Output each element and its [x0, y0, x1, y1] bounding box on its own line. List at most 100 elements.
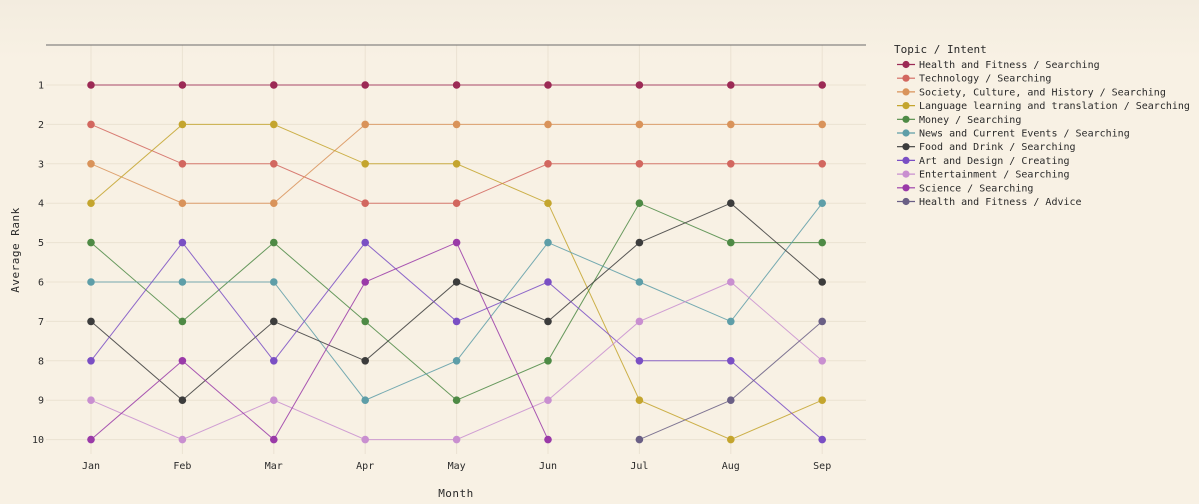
data-point[interactable] [635, 160, 644, 168]
data-point[interactable] [818, 160, 826, 168]
data-point[interactable] [178, 81, 187, 89]
data-point[interactable] [361, 81, 370, 89]
legend-item[interactable]: Health and Fitness / Searching [897, 60, 1100, 71]
data-point[interactable] [361, 160, 370, 168]
data-point[interactable] [818, 435, 826, 444]
data-point[interactable] [635, 396, 644, 405]
data-point[interactable] [270, 160, 278, 168]
data-point[interactable] [178, 278, 187, 286]
data-point[interactable] [727, 317, 735, 326]
data-point[interactable] [727, 81, 735, 89]
data-point[interactable] [544, 435, 552, 444]
data-point[interactable] [544, 317, 552, 326]
data-point[interactable] [361, 120, 370, 129]
data-point[interactable] [452, 357, 461, 365]
legend-item[interactable]: Society, Culture, and History / Searchin… [897, 87, 1166, 98]
data-point[interactable] [727, 278, 735, 286]
data-point[interactable] [87, 357, 95, 365]
legend-item[interactable]: Science / Searching [897, 183, 1033, 194]
data-point[interactable] [727, 160, 735, 168]
data-point[interactable] [727, 120, 735, 129]
data-point[interactable] [452, 160, 461, 168]
data-point[interactable] [818, 357, 826, 365]
data-point[interactable] [270, 317, 278, 326]
data-point[interactable] [635, 238, 644, 247]
data-point[interactable] [87, 81, 95, 89]
data-point[interactable] [452, 120, 461, 129]
legend-item[interactable]: Food and Drink / Searching [897, 142, 1076, 153]
data-point[interactable] [87, 120, 95, 129]
data-point[interactable] [818, 396, 826, 405]
data-point[interactable] [87, 160, 95, 168]
data-point[interactable] [727, 238, 735, 247]
data-point[interactable] [270, 81, 278, 89]
data-point[interactable] [178, 120, 187, 129]
data-point[interactable] [635, 357, 644, 365]
data-point[interactable] [818, 317, 826, 326]
data-point[interactable] [361, 238, 370, 247]
legend-item[interactable]: Technology / Searching [897, 74, 1051, 85]
data-point[interactable] [544, 278, 552, 286]
data-point[interactable] [727, 435, 735, 444]
data-point[interactable] [544, 199, 552, 207]
data-point[interactable] [452, 317, 461, 326]
data-point[interactable] [87, 396, 95, 405]
data-point[interactable] [270, 396, 278, 405]
data-point[interactable] [361, 396, 370, 405]
data-point[interactable] [452, 435, 461, 444]
data-point[interactable] [178, 317, 187, 326]
data-point[interactable] [544, 120, 552, 129]
data-point[interactable] [178, 357, 187, 365]
data-point[interactable] [87, 199, 95, 207]
data-point[interactable] [178, 396, 187, 405]
data-point[interactable] [452, 396, 461, 405]
data-point[interactable] [727, 396, 735, 405]
data-point[interactable] [635, 199, 644, 207]
data-point[interactable] [361, 278, 370, 286]
legend-item[interactable]: Health and Fitness / Advice [897, 197, 1082, 208]
legend[interactable]: Topic / Intent Health and Fitness / Sear… [894, 43, 1190, 208]
data-point[interactable] [87, 435, 95, 444]
data-point[interactable] [270, 357, 278, 365]
data-point[interactable] [178, 238, 187, 247]
data-point[interactable] [727, 357, 735, 365]
data-point[interactable] [544, 357, 552, 365]
data-point[interactable] [544, 160, 552, 168]
data-point[interactable] [178, 199, 187, 207]
data-point[interactable] [87, 238, 95, 247]
data-point[interactable] [635, 317, 644, 326]
data-point[interactable] [361, 357, 370, 365]
legend-item[interactable]: Entertainment / Searching [897, 170, 1070, 181]
data-point[interactable] [270, 278, 278, 286]
data-point[interactable] [635, 435, 644, 444]
data-point[interactable] [635, 278, 644, 286]
data-point[interactable] [544, 81, 552, 89]
data-point[interactable] [452, 278, 461, 286]
data-point[interactable] [270, 120, 278, 129]
legend-item[interactable]: Language learning and translation / Sear… [897, 101, 1190, 112]
data-point[interactable] [452, 81, 461, 89]
data-point[interactable] [818, 81, 826, 89]
data-point[interactable] [818, 120, 826, 129]
data-point[interactable] [361, 199, 370, 207]
data-point[interactable] [544, 396, 552, 405]
data-point[interactable] [452, 199, 461, 207]
data-point[interactable] [87, 317, 95, 326]
legend-item[interactable]: Art and Design / Creating [897, 156, 1070, 167]
legend-item[interactable]: News and Current Events / Searching [897, 129, 1130, 140]
data-point[interactable] [818, 238, 826, 247]
data-point[interactable] [361, 435, 370, 444]
data-point[interactable] [270, 435, 278, 444]
data-point[interactable] [87, 278, 95, 286]
data-point[interactable] [270, 238, 278, 247]
data-point[interactable] [270, 199, 278, 207]
data-point[interactable] [818, 199, 826, 207]
data-point[interactable] [544, 238, 552, 247]
data-point[interactable] [727, 199, 735, 207]
data-point[interactable] [452, 238, 461, 247]
data-point[interactable] [361, 317, 370, 326]
data-point[interactable] [178, 160, 187, 168]
data-point[interactable] [818, 278, 826, 286]
legend-item[interactable]: Money / Searching [897, 115, 1021, 126]
data-point[interactable] [635, 120, 644, 129]
